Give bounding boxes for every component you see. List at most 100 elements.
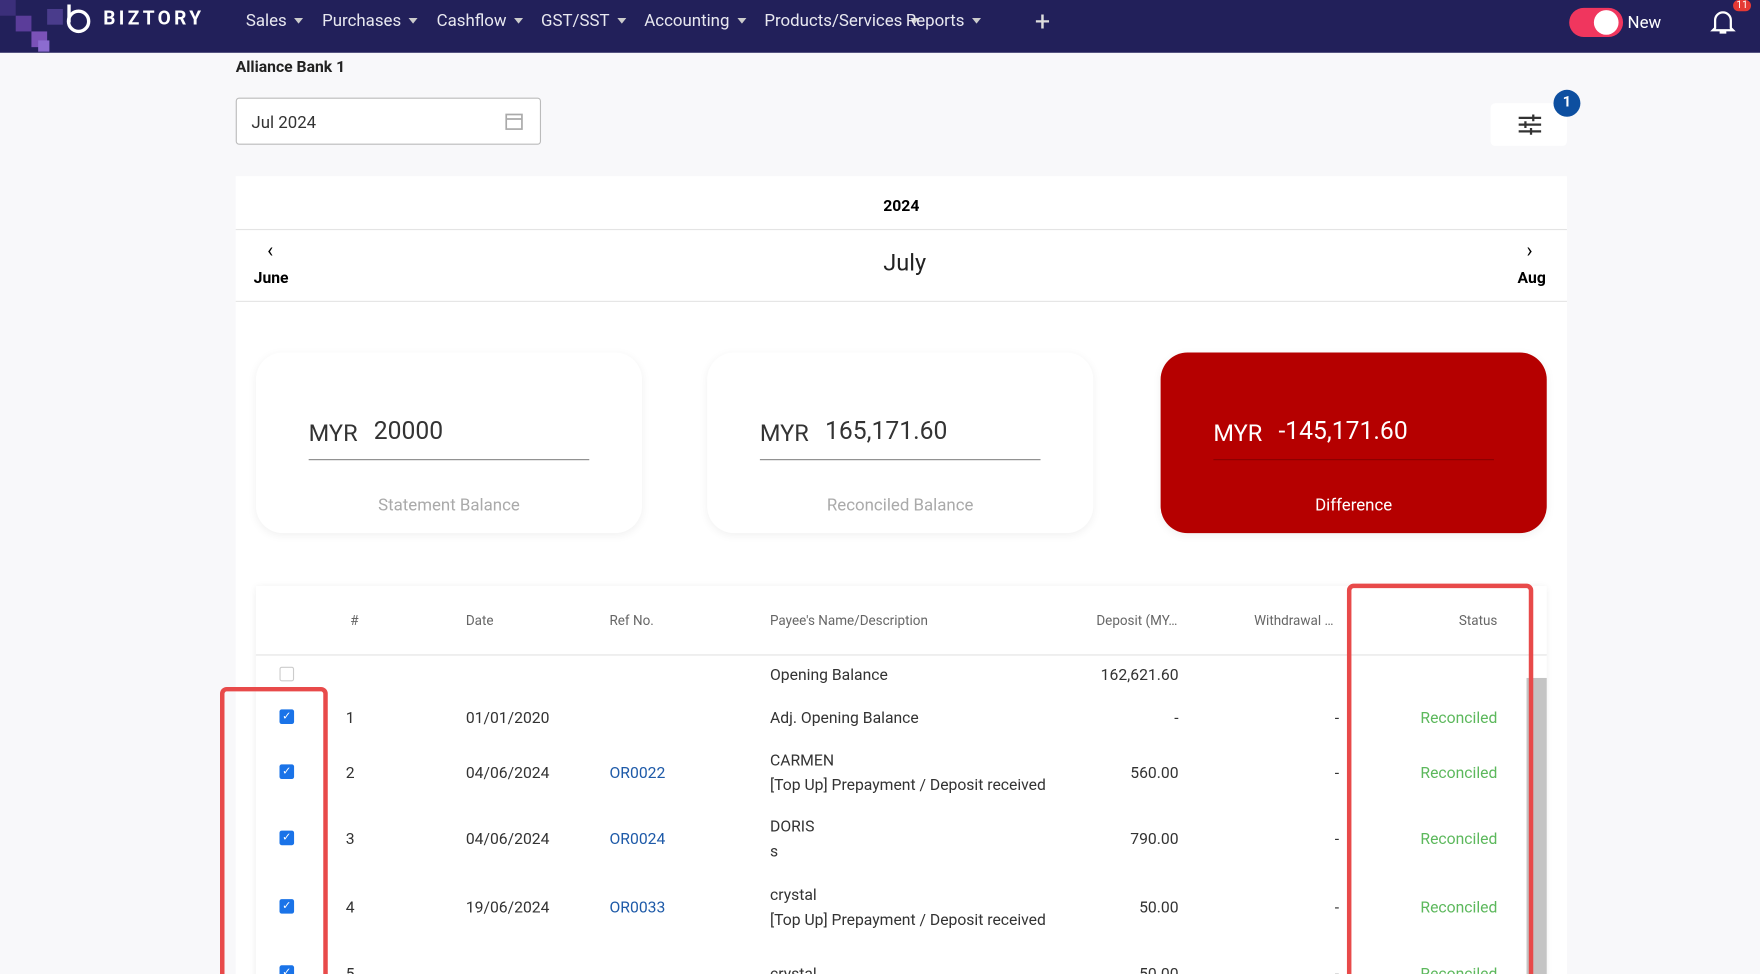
row-deposit: - [1174,709,1179,728]
next-chevron[interactable]: › [1526,239,1533,263]
highlight-box [220,686,328,974]
menu-item[interactable]: Cashflow [437,10,524,30]
checkbox[interactable]: ✓ [279,709,295,724]
card-currency: MYR [759,420,809,448]
balance-card [707,352,1094,534]
row-status: Reconciled [1420,709,1498,728]
balance-card [255,352,643,534]
checkbox[interactable]: ✓ [279,899,295,914]
brand: BIZTORY [103,7,205,31]
opening-description: Opening Balance [770,666,888,685]
prev-month[interactable]: June [253,269,289,288]
add-menu[interactable]: + [1034,5,1051,38]
row-deposit: 790.00 [1130,830,1179,849]
highlight-box [1346,583,1534,974]
toggle-label: New [1627,12,1662,33]
header-divider [255,654,1547,656]
row-date: 19/06/2024 [465,899,550,918]
filter-icon [1518,114,1542,135]
menu-item[interactable]: Accounting [644,10,746,30]
row-ref[interactable]: OR0033 [609,899,666,918]
bell[interactable] [1708,7,1737,36]
row-payee: crystal [770,886,817,905]
column-header: Date [465,612,494,629]
card-underline [759,459,1041,461]
row-deposit: 560.00 [1130,764,1179,783]
row-date: 01/01/2020 [465,709,550,728]
row-description: s [770,842,779,861]
column-header: Withdrawal … [1254,612,1334,629]
row-date: 04/06/2024 [465,764,550,783]
card-label: Reconciled Balance [826,495,974,516]
column-header: # [350,612,359,629]
menu-item[interactable]: Sales [246,10,304,30]
prev-chevron[interactable]: ‹ [267,239,274,263]
current-month: July [883,250,927,278]
balance-card [1160,352,1547,534]
menu-item[interactable]: Purchases [322,10,418,30]
row-ref[interactable]: OR0024 [609,830,666,849]
card-label: Difference [1315,495,1393,516]
row-withdrawal: - [1335,965,1339,974]
checkbox[interactable]: ✓ [279,764,295,779]
row-number: 5 [346,965,355,974]
divider [235,228,1567,231]
period-input[interactable]: Jul 2024 [235,97,542,145]
account-name: Alliance Bank 1 [235,58,346,77]
menu-item[interactable]: GST/SST [541,10,626,30]
row-deposit: 50.00 [1139,965,1178,974]
logo [0,0,91,52]
card-amount: 165,171.60 [825,417,948,446]
row-description: [Top Up] Prepayment / Deposit received [770,776,1046,795]
filter-badge: 1 [1553,89,1581,117]
checkbox[interactable]: ✓ [279,830,295,846]
divider [235,300,1567,302]
row-payee: Adj. Opening Balance [770,709,919,728]
checkbox[interactable]: ✓ [279,965,295,974]
row-withdrawal: - [1334,830,1340,849]
card-currency: MYR [1213,420,1263,448]
calendar-icon [505,113,523,130]
table [255,585,1547,974]
toggle[interactable] [1569,7,1624,38]
row-withdrawal: - [1334,764,1340,783]
row-withdrawal: - [1334,709,1340,728]
checkbox[interactable] [279,666,295,682]
next-month[interactable]: Aug [1517,269,1546,288]
column-header: Ref No. [609,612,654,629]
menu-item[interactable]: Reports [906,10,982,30]
card-amount: -145,171.60 [1278,417,1408,446]
opening-deposit: 162,621.60 [1100,666,1179,685]
card-underline [308,459,590,461]
row-number: 4 [345,899,355,918]
row-status: Reconciled [1420,830,1498,849]
card-amount: 20000 [373,417,444,446]
year: 2024 [883,197,920,216]
row-status: Reconciled [1420,764,1498,783]
row-payee: crystal [770,965,817,974]
row-date: 04/06/2024 [465,830,550,849]
filter-button[interactable] [1490,103,1567,146]
row-number: 3 [345,830,355,849]
menu-item[interactable]: Products/Services [764,10,919,30]
row-payee: CARMEN [770,752,835,771]
row-status: Reconciled [1420,965,1497,974]
card-currency: MYR [308,420,358,448]
card-underline [1213,459,1494,461]
column-header: Payee's Name/Description [770,612,928,629]
row-payee: DORIS [770,818,815,837]
card-label: Statement Balance [378,495,520,516]
notification-badge: 11 [1733,0,1752,12]
row-deposit: 50.00 [1139,899,1179,918]
toggle-knob [1593,10,1619,35]
row-description: [Top Up] Prepayment / Deposit received [770,911,1046,930]
column-header: Deposit (MY… [1096,612,1178,629]
row-number: 1 [345,709,355,728]
row-withdrawal: - [1334,899,1340,918]
period-value: Jul 2024 [251,112,317,133]
row-ref[interactable]: OR0022 [609,764,666,783]
row-status: Reconciled [1420,899,1498,918]
row-number: 2 [345,764,355,783]
